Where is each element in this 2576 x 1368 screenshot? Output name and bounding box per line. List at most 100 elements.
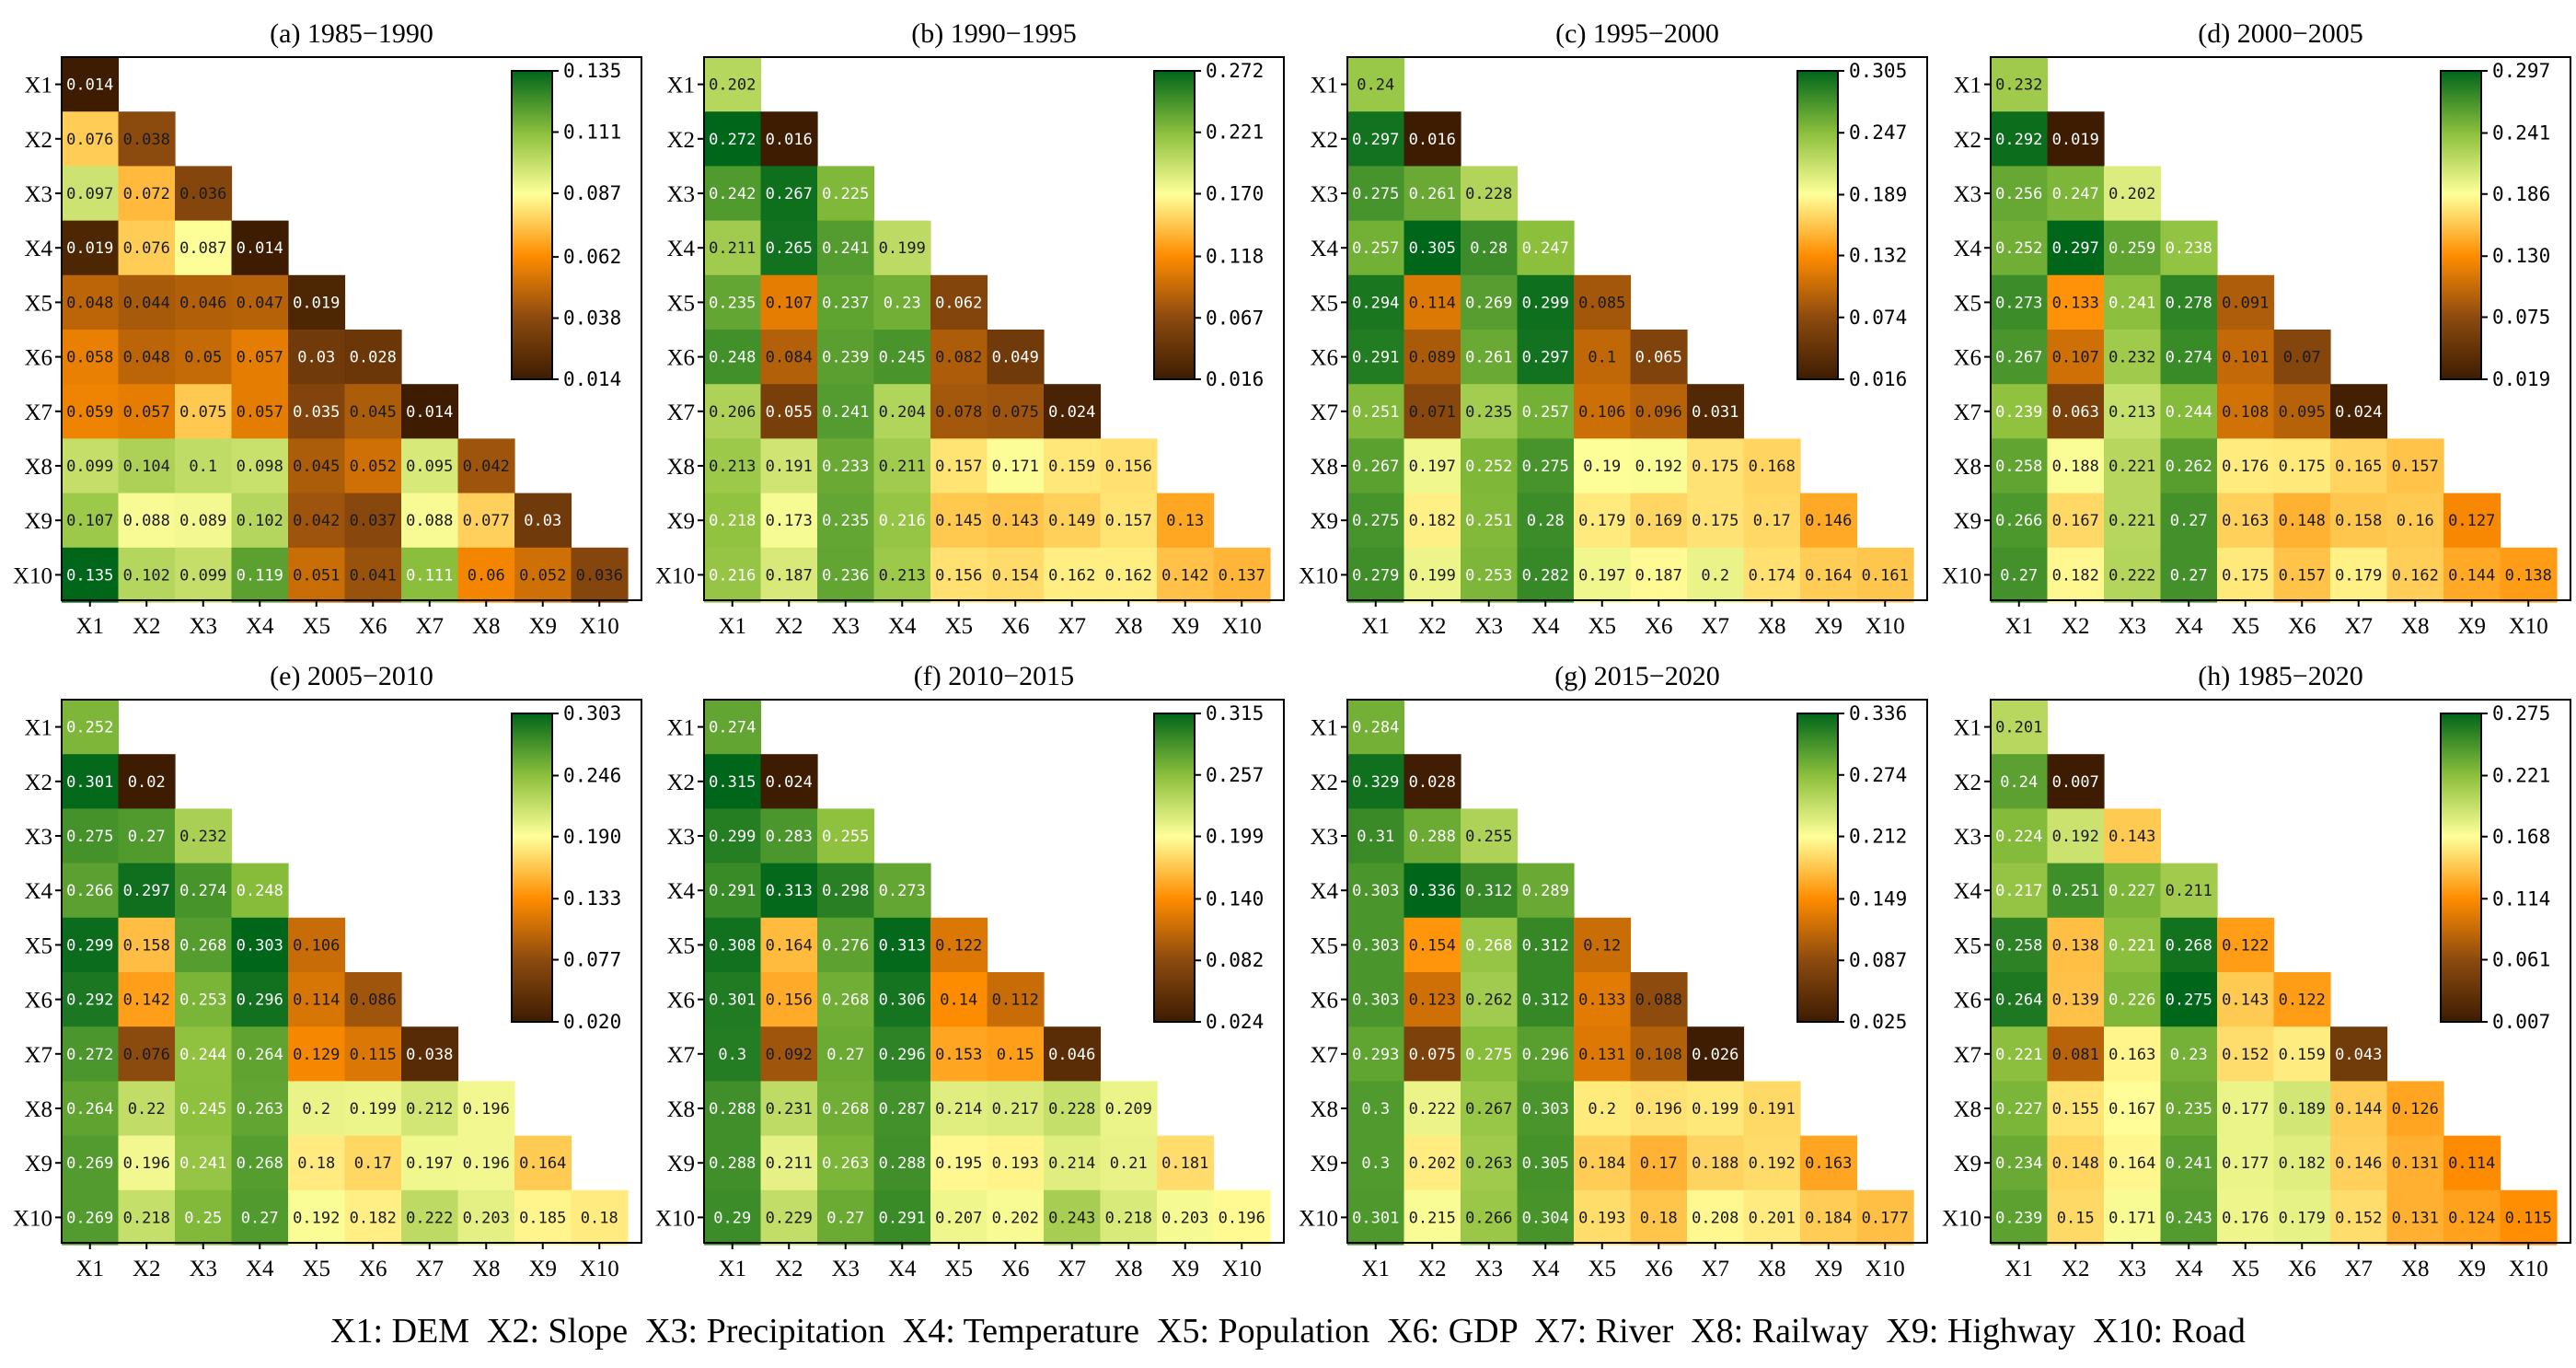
- cell-value-label: 0.213: [879, 566, 926, 585]
- cell-value-label: 0.108: [1635, 1046, 1682, 1064]
- heatmap-cell: [1461, 274, 1519, 330]
- heatmap-cell: [62, 917, 120, 973]
- heatmap-cell: [2273, 1081, 2331, 1137]
- y-tick-label: X8: [24, 1097, 52, 1122]
- heatmap-cell: [2386, 1081, 2444, 1137]
- heatmap-cell: [1213, 1189, 1271, 1246]
- cell-value-label: 0.019: [2052, 131, 2099, 149]
- y-tick-label: X10: [655, 1206, 695, 1231]
- heatmap-cell: [1856, 1189, 1914, 1246]
- heatmap-cell: [930, 1026, 988, 1082]
- cell-value-label: 0.221: [2108, 458, 2155, 476]
- heatmap-cell: [1687, 438, 1745, 494]
- heatmap-cell: [1404, 220, 1461, 276]
- heatmap-cell: [1991, 917, 2049, 973]
- heatmap-cell: [118, 547, 176, 603]
- heatmap-cell: [2443, 1189, 2501, 1246]
- cell-value-label: 0.288: [709, 1154, 756, 1173]
- x-tick-label: X4: [2175, 1257, 2203, 1281]
- heatmap-cell: [2047, 547, 2105, 603]
- x-tick-label: X7: [415, 1257, 444, 1281]
- heatmap-cell: [704, 700, 762, 755]
- cell-value-label: 0.235: [1465, 403, 1512, 422]
- y-tick-label: X5: [1310, 291, 1338, 316]
- cell-value-label: 0.23: [884, 294, 921, 312]
- cell-value-label: 0.041: [350, 566, 397, 585]
- cell-value-label: 0.171: [992, 458, 1039, 476]
- heatmap-cell: [175, 863, 233, 919]
- heatmap-cell: [1574, 547, 1632, 603]
- y-tick-label: X8: [1953, 455, 1981, 480]
- colorbar-tick-label: 0.111: [563, 121, 621, 143]
- x-tick-label: X5: [944, 1257, 973, 1281]
- heatmap-cell: [2217, 330, 2275, 385]
- cell-value-label: 0.047: [237, 294, 283, 312]
- heatmap-cell: [2160, 1081, 2218, 1137]
- heatmap-cell: [704, 972, 762, 1027]
- cell-value-label: 0.046: [179, 294, 226, 312]
- heatmap-cell: [1517, 493, 1575, 549]
- plot-frame: [703, 56, 1285, 601]
- cell-value-label: 0.3: [1361, 1100, 1390, 1119]
- heatmap-cell: [1991, 863, 2049, 919]
- cell-value-label: 0.06: [468, 566, 505, 585]
- heatmap-cell: [62, 972, 120, 1027]
- cell-value-label: 0.114: [293, 991, 340, 1010]
- heatmap-cell: [1404, 917, 1461, 973]
- cell-value-label: 0.024: [1048, 403, 1095, 422]
- heatmap-cell: [344, 493, 402, 549]
- cell-value-label: 0.057: [123, 403, 170, 422]
- heatmap-panel-c: (c) 1995−2000 0.24 0.297 0.016 0.275 0.261 0.2…: [1299, 18, 1928, 639]
- heatmap-cell: [1404, 384, 1461, 439]
- heatmap-cell: [457, 493, 515, 549]
- x-tick-label: X5: [302, 614, 330, 639]
- heatmap-cell: [1991, 111, 2049, 167]
- heatmap-cell: [344, 384, 402, 439]
- cell-value-label: 0.222: [2108, 566, 2155, 585]
- cell-value-label: 0.081: [2052, 1046, 2099, 1064]
- x-tick-label: X6: [359, 614, 387, 639]
- heatmap-cell: [1404, 808, 1461, 864]
- heatmap-cell: [175, 1026, 233, 1082]
- heatmap-cell: [2104, 220, 2162, 276]
- heatmap-cell: [2500, 547, 2558, 603]
- cell-value-label: 0.241: [2166, 1154, 2212, 1173]
- heatmap-cell: [873, 547, 931, 603]
- heatmap-cell: [1630, 1026, 1688, 1082]
- cell-value-label: 0.078: [935, 403, 982, 422]
- heatmap-cell: [704, 1135, 762, 1191]
- x-tick-label: X7: [1701, 1257, 1729, 1281]
- colorbar-tick-label: 0.077: [563, 949, 621, 971]
- cell-value-label: 0.19: [1583, 458, 1621, 476]
- heatmap-cell: [1461, 917, 1519, 973]
- heatmap-cell: [1517, 1081, 1575, 1137]
- heatmap-cell: [1404, 547, 1461, 603]
- heatmap-cell: [873, 1135, 931, 1191]
- cell-value-label: 0.3: [718, 1046, 746, 1064]
- heatmap-cell: [1991, 1026, 2049, 1082]
- heatmap-cell: [760, 493, 818, 549]
- heatmap-cell: [760, 384, 818, 439]
- cell-value-label: 0.17: [1753, 512, 1791, 530]
- heatmap-cell: [2217, 438, 2275, 494]
- heatmap-cell: [704, 384, 762, 439]
- heatmap-cell: [288, 384, 346, 439]
- cell-value-label: 0.18: [1640, 1209, 1678, 1227]
- cell-value-label: 0.306: [879, 991, 926, 1010]
- cell-value-label: 0.218: [709, 512, 756, 530]
- cell-value-label: 0.202: [1409, 1154, 1456, 1173]
- cell-value-label: 0.224: [1995, 828, 2042, 846]
- heatmap-cell: [231, 220, 289, 276]
- cell-value-label: 0.124: [2448, 1209, 2495, 1227]
- cell-value-label: 0.18: [297, 1154, 335, 1173]
- cell-value-label: 0.175: [1692, 512, 1739, 530]
- heatmap-cell: [1347, 863, 1405, 919]
- y-tick-label: X1: [24, 716, 52, 741]
- cell-value-label: 0.152: [2222, 1046, 2269, 1064]
- heatmap-cell: [231, 438, 289, 494]
- cell-value-label: 0.182: [1409, 512, 1456, 530]
- heatmap-cell: [1157, 1189, 1215, 1246]
- heatmap-cell: [817, 808, 875, 864]
- cell-value-label: 0.188: [1692, 1154, 1739, 1173]
- y-tick-label: X5: [24, 933, 52, 958]
